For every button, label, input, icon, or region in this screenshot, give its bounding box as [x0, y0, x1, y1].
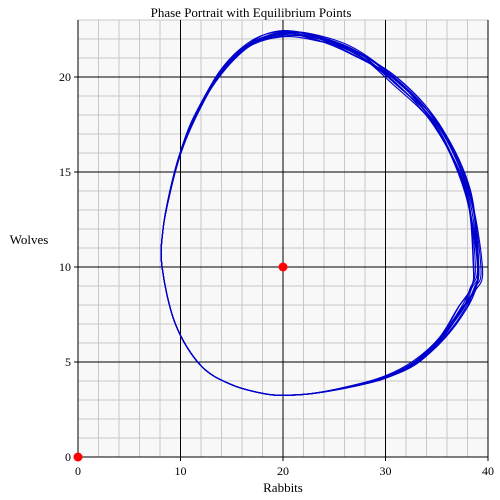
x-tick-label: 0	[75, 464, 81, 478]
equilibrium-point	[73, 452, 83, 462]
chart-title: Phase Portrait with Equilibrium Points	[151, 5, 352, 20]
x-axis-label: Rabbits	[263, 480, 303, 495]
y-tick-label: 5	[65, 355, 71, 369]
y-axis-label: Wolves	[10, 232, 49, 247]
x-tick-label: 30	[380, 464, 392, 478]
equilibrium-point	[278, 262, 288, 272]
y-tick-labels: 0 5 10 15 20	[59, 70, 71, 464]
y-tick-label: 0	[65, 450, 71, 464]
x-tick-label: 20	[277, 464, 289, 478]
y-tick-label: 10	[59, 260, 71, 274]
equilibrium-points	[73, 262, 288, 462]
x-tick-labels: 0 10 20 30 40	[75, 464, 494, 478]
major-grid	[78, 20, 489, 457]
y-tick-label: 20	[59, 70, 71, 84]
trajectory-line	[160, 31, 484, 396]
x-tick-label: 10	[175, 464, 187, 478]
trajectory-layer	[160, 29, 484, 396]
y-tick-label: 15	[59, 165, 71, 179]
x-tick-label: 40	[482, 464, 494, 478]
